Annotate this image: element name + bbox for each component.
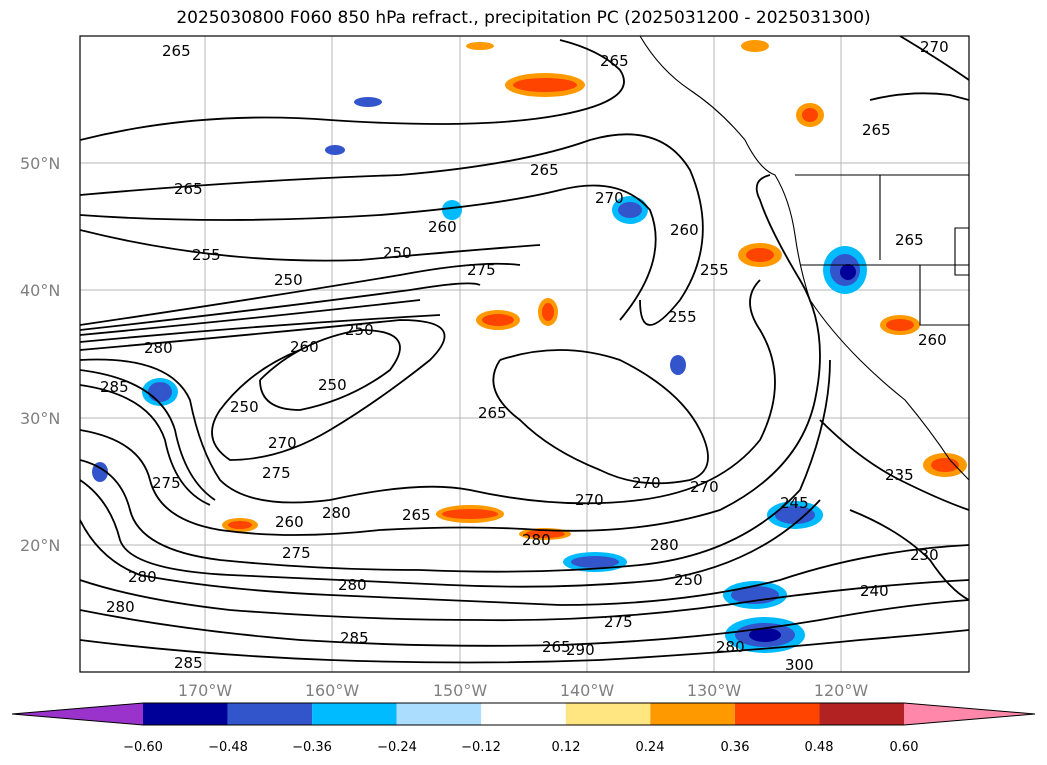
contour-label: 285 [174,654,203,672]
contour-label: 280 [338,576,367,594]
colorbar-swatch [481,703,566,725]
contour-label: 275 [604,613,633,631]
contour-label: 275 [152,474,181,492]
contour-label: 280 [144,339,173,357]
contour-label: 270 [920,38,949,56]
colorbar-outline [11,702,1036,726]
colorbar-tick: 0.60 [890,740,919,755]
contour-label: 250 [230,398,259,416]
contours [80,36,969,664]
map-frame [79,35,970,673]
colorbar-swatch [396,703,482,725]
contour-label: 265 [402,506,431,524]
colorbar-tick: −0.60 [123,740,163,755]
contour-label: 285 [340,629,369,647]
contour-label: 250 [674,571,703,589]
lat-label-20n: 20°N [20,536,60,555]
contour-label: 265 [895,231,924,249]
contour-label: 260 [670,221,699,239]
colorbar-tick: 0.36 [721,740,750,755]
lat-label-40n: 40°N [20,281,60,300]
contour-label: 270 [575,491,604,509]
colorbar-tick: −0.12 [461,740,501,755]
lat-label-30n: 30°N [20,409,60,428]
colorbar-swatch [143,703,228,725]
contour-label: 235 [885,466,914,484]
lat-label-50n: 50°N [20,154,60,173]
contour-label: 280 [522,531,551,549]
contour-label: 265 [162,42,191,60]
longitude-labels: 170°W 160°W 150°W 140°W 130°W 120°W [178,681,869,700]
contour-label: 270 [595,189,624,207]
contour-label: 270 [632,474,661,492]
contour-label: 230 [910,546,939,564]
colorbar-tick: 0.24 [636,740,665,755]
contour-label: 280 [650,536,679,554]
colorbar-tick: −0.24 [377,740,417,755]
map-content: 265 265 265 270 265 260 270 265 255 250 … [80,36,969,674]
colorbar-extend-min [12,703,143,725]
contour-label: 240 [860,582,889,600]
contour-label: 250 [274,271,303,289]
colorbar-swatch [227,703,313,725]
contour-label: 280 [106,598,135,616]
contour-label: 270 [690,478,719,496]
contour-label: 300 [785,656,814,674]
contour-label: 260 [275,513,304,531]
lon-label-150w: 150°W [433,681,488,700]
latitude-labels: 50°N 40°N 30°N 20°N [20,154,60,555]
colorbar-tick: 0.12 [552,740,581,755]
coastline [639,36,969,481]
contour-label: 250 [318,376,347,394]
contour-labels: 265 265 265 270 265 260 270 265 255 250 … [100,38,949,674]
contour-label: 270 [268,434,297,452]
contour-label: 275 [262,464,291,482]
chart-title: 2025030800 F060 850 hPa refract., precip… [176,8,871,28]
contour-label: 260 [918,331,947,349]
lon-label-130w: 130°W [687,681,742,700]
contour-label: 265 [542,638,571,656]
contour-label: 265 [174,180,203,198]
contour-label: 265 [600,52,629,70]
colorbar-tick: −0.48 [208,740,248,755]
contour-label: 265 [530,161,559,179]
colorbar-swatch [819,703,904,725]
colorbar-swatch [565,703,651,725]
colorbar-swatch [734,703,820,725]
precip-patches [92,40,967,653]
colorbar [11,702,1036,726]
contour-label: 285 [100,378,129,396]
contour-label: 265 [862,121,891,139]
contour-label: 290 [566,641,595,659]
contour-label: 250 [383,244,412,262]
contour-label: 280 [716,638,745,656]
contour-label: 275 [282,544,311,562]
contour-label: 265 [478,404,507,422]
colorbar-swatch [312,703,397,725]
colorbar-swatch [650,703,735,725]
colorbar-extend-max [904,703,1035,725]
lon-label-120w: 120°W [814,681,869,700]
contour-label: 250 [345,321,374,339]
contour-label: 255 [668,308,697,326]
colorbar-ticks: −0.60 −0.48 −0.36 −0.24 −0.12 0.12 0.24 … [123,740,918,755]
contour-label: 280 [322,504,351,522]
lon-label-170w: 170°W [178,681,233,700]
contour-label: 275 [467,261,496,279]
colorbar-tick: −0.36 [292,740,332,755]
colorbar-tick: 0.48 [805,740,834,755]
contour-label: 260 [290,338,319,356]
contour-label: 245 [780,494,809,512]
contour-label: 255 [700,261,729,279]
contour-label: 260 [428,218,457,236]
lon-label-140w: 140°W [560,681,615,700]
contour-label: 280 [128,568,157,586]
lon-label-160w: 160°W [305,681,360,700]
contour-label: 255 [192,246,221,264]
